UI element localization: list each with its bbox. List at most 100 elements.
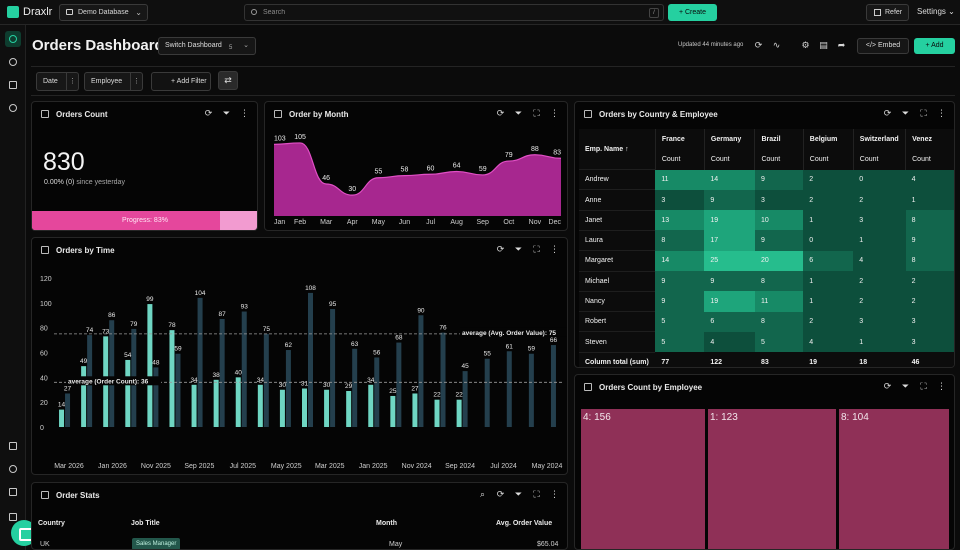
card-actions: ⟳ ⏷ ⛶ ⋮ bbox=[496, 109, 559, 118]
document-icon[interactable]: ▤ bbox=[819, 40, 828, 50]
count-header[interactable]: Count bbox=[905, 149, 954, 170]
refresh-icon[interactable]: ⟳ bbox=[204, 108, 213, 118]
more-icon[interactable]: ⋮ bbox=[550, 489, 559, 499]
expand-icon[interactable]: ⛶ bbox=[920, 108, 927, 118]
embed-button[interactable]: </> Embed bbox=[857, 38, 909, 54]
table-cell: 11 bbox=[754, 291, 804, 312]
more-icon[interactable]: ⋮ bbox=[66, 73, 78, 90]
table-cell: 0 bbox=[853, 169, 906, 190]
count-header[interactable]: Count bbox=[754, 149, 804, 170]
more-icon[interactable]: ⋮ bbox=[240, 108, 249, 118]
table-cell: 6 bbox=[704, 311, 755, 332]
more-icon[interactable]: ⋮ bbox=[550, 108, 559, 118]
filter-chip-employee[interactable]: Employee ⋮ bbox=[84, 72, 143, 91]
treemap-tile[interactable]: 8: 104 bbox=[839, 409, 949, 549]
nav-users[interactable] bbox=[5, 461, 21, 477]
settings-menu[interactable]: Settings ⌄ bbox=[917, 7, 955, 16]
treemap-tile[interactable]: 4: 156 bbox=[581, 409, 705, 549]
expand-icon[interactable]: ⛶ bbox=[533, 244, 540, 254]
table-cell: 14 bbox=[655, 250, 705, 272]
refresh-icon[interactable]: ⟳ bbox=[496, 108, 505, 118]
expand-icon[interactable]: ⛶ bbox=[533, 489, 540, 499]
country-header[interactable]: Brazil bbox=[754, 129, 804, 150]
country-header[interactable]: Switzerland bbox=[852, 129, 906, 150]
country-header[interactable]: France bbox=[654, 129, 705, 150]
more-icon[interactable]: ⋮ bbox=[550, 244, 559, 254]
nav-docs[interactable] bbox=[5, 509, 21, 525]
swap-icon[interactable]: ⇄ bbox=[218, 71, 238, 90]
gift-icon bbox=[874, 9, 881, 16]
row-header[interactable]: Emp. Name ↑ bbox=[579, 129, 656, 171]
filter-chip-label: Date bbox=[43, 78, 58, 85]
bar-data-label: 95 bbox=[329, 301, 337, 308]
table-cell: 9 bbox=[655, 291, 705, 312]
table-cell: 13 bbox=[655, 210, 705, 231]
bar-avg-order-value bbox=[550, 345, 556, 427]
card-title: Orders Count bbox=[56, 110, 108, 119]
nav-announcements[interactable] bbox=[5, 484, 21, 500]
expand-icon[interactable]: ⛶ bbox=[533, 108, 540, 118]
count-header[interactable]: Count bbox=[802, 149, 854, 170]
count-header[interactable]: Count bbox=[654, 149, 705, 170]
database-select[interactable]: Demo Database ⌄ bbox=[59, 4, 148, 21]
bar-avg-order-value bbox=[241, 311, 247, 427]
total-cell: 122 bbox=[704, 352, 755, 367]
add-filter-button[interactable]: + Add Filter bbox=[151, 72, 211, 91]
filter-chip-date[interactable]: Date ⋮ bbox=[36, 72, 79, 91]
more-icon[interactable]: ⋮ bbox=[937, 108, 946, 118]
country-header[interactable]: Venez bbox=[905, 129, 954, 150]
column-header-country[interactable]: Country bbox=[38, 520, 65, 527]
count-header[interactable]: Count bbox=[703, 149, 755, 170]
nav-search[interactable] bbox=[5, 54, 21, 70]
refer-button[interactable]: Refer bbox=[866, 4, 909, 21]
refresh-icon[interactable]: ⟳ bbox=[754, 40, 763, 50]
refresh-icon[interactable]: ⟳ bbox=[496, 244, 505, 254]
row-name: Margaret bbox=[579, 250, 656, 272]
nav-dashboards[interactable] bbox=[5, 31, 21, 47]
bar-avg-order-value bbox=[484, 358, 490, 427]
bar-data-label: 34 bbox=[190, 377, 198, 384]
filter-icon[interactable]: ⏷ bbox=[901, 381, 910, 391]
create-button[interactable]: + Create bbox=[668, 4, 717, 21]
column-header-job-title[interactable]: Job Title bbox=[131, 520, 160, 527]
switch-dashboard-button[interactable]: Switch Dashboard 5 ⌄ bbox=[158, 37, 256, 55]
treemap-tile[interactable]: 1: 123 bbox=[708, 409, 836, 549]
filter-icon[interactable]: ⏷ bbox=[222, 108, 231, 118]
share-icon[interactable]: ➦ bbox=[837, 40, 846, 50]
nav-ai[interactable] bbox=[5, 100, 21, 116]
table-icon bbox=[584, 110, 592, 118]
filter-icon[interactable]: ⏷ bbox=[514, 244, 523, 254]
card-title: Orders by Country & Employee bbox=[599, 110, 718, 119]
country-header[interactable]: Germany bbox=[703, 129, 755, 150]
filter-icon[interactable]: ⏷ bbox=[514, 108, 523, 118]
search-box[interactable]: / bbox=[244, 4, 664, 21]
x-tick-label: Nov 2024 bbox=[402, 463, 432, 470]
more-icon[interactable]: ⋮ bbox=[130, 73, 142, 90]
search-icon[interactable]: ⌕ bbox=[479, 489, 486, 499]
more-icon[interactable]: ⋮ bbox=[937, 381, 946, 391]
count-header[interactable]: Count bbox=[852, 149, 906, 170]
column-header-avg-order-value[interactable]: Avg. Order Value bbox=[496, 520, 553, 527]
refresh-icon[interactable]: ⟳ bbox=[883, 108, 892, 118]
filter-icon[interactable]: ⏷ bbox=[901, 108, 910, 118]
bar-order-count bbox=[169, 330, 175, 427]
bar-data-label: 29 bbox=[345, 383, 353, 390]
draxlr-logo[interactable] bbox=[7, 6, 19, 18]
card-title: Order Stats bbox=[56, 491, 100, 500]
average-label: average (Avg. Order Value): 75 bbox=[462, 330, 556, 337]
order-by-month-chart: 103 Jan 105 Feb 46 Mar 30 Apr 55 May 58 Jun 60 Jul 64 A… bbox=[273, 134, 561, 226]
table-row: Andrew 11 14 9 2 0 4 bbox=[579, 169, 954, 191]
add-button[interactable]: + Add bbox=[914, 38, 955, 54]
bar-data-label: 108 bbox=[305, 285, 316, 292]
refresh-icon[interactable]: ⟳ bbox=[883, 381, 892, 391]
expand-icon[interactable]: ⛶ bbox=[920, 381, 927, 391]
column-header-month[interactable]: Month bbox=[376, 520, 397, 527]
activity-icon[interactable]: ∿ bbox=[772, 40, 781, 50]
gear-icon[interactable]: ⚙ bbox=[801, 40, 810, 50]
search-input[interactable] bbox=[263, 6, 643, 19]
nav-data-sources[interactable] bbox=[5, 438, 21, 454]
nav-queries[interactable] bbox=[5, 77, 21, 93]
refresh-icon[interactable]: ⟳ bbox=[496, 489, 505, 499]
country-header[interactable]: Belgium bbox=[802, 129, 854, 150]
filter-icon[interactable]: ⏷ bbox=[514, 489, 523, 499]
